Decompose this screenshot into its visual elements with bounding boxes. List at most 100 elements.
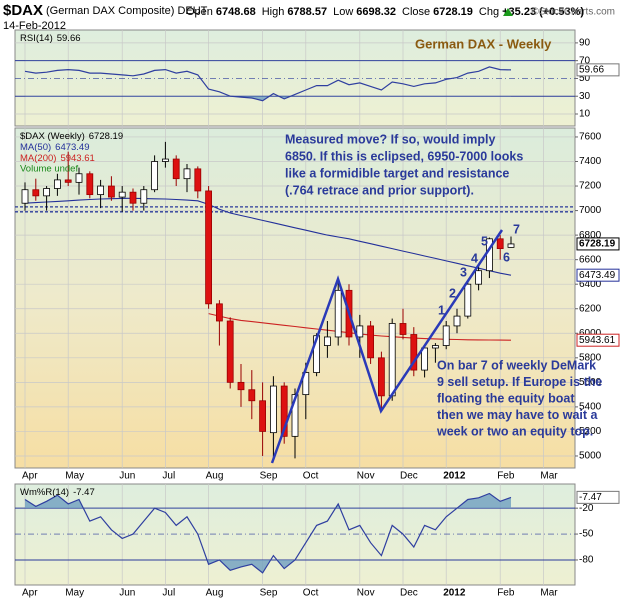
value-box-label: 6728.19: [579, 239, 616, 250]
x-tick-label: Oct: [303, 588, 319, 599]
x-tick-label: Jul: [162, 588, 175, 599]
panels: 90 70 50 30 10 RSI(14) 59.66 59.66 German DAX - …: [14, 29, 620, 586]
y-tick-label: 6000: [579, 328, 602, 339]
legend-entry: MA(200) 5943.61: [20, 153, 95, 164]
setup-count: 1: [438, 303, 445, 317]
candle-body: [334, 289, 342, 338]
y-tick-label: 5200: [579, 426, 602, 437]
y-tick-label: 70: [579, 55, 591, 66]
candle-body: [269, 385, 277, 434]
x-tick-label: Sep: [260, 588, 278, 599]
value-box: [576, 237, 620, 251]
candle-body: [421, 347, 429, 371]
x-tick-label: Aug: [206, 588, 224, 599]
header-title: $DAX (German DAX Composite) DEUT: [3, 2, 208, 19]
legend-entry: Volume undef: [20, 164, 78, 175]
setup-count: 3: [460, 265, 467, 279]
y-tick-label: 6400: [579, 279, 602, 290]
candle-body: [410, 334, 418, 371]
legend-entry: MA(50) 6473.49: [20, 142, 90, 153]
candle-body: [183, 168, 191, 180]
legend-entry-part: -7.47: [73, 487, 95, 498]
x-tick-label: Nov: [357, 471, 375, 482]
watermark: ©StockCharts.com: [531, 7, 615, 18]
candle-body: [399, 323, 407, 335]
value-box: [576, 490, 620, 504]
header-date: 14-Feb-2012: [3, 20, 66, 32]
candle-body: [496, 238, 504, 250]
quote-value: 6788.57: [287, 6, 327, 18]
candle-body: [302, 372, 310, 396]
annotation-line: (.764 retrace and prior support).: [285, 183, 474, 197]
quote-value: 6748.68: [216, 6, 256, 18]
candle-body: [237, 381, 245, 391]
oversold-fill: [25, 559, 511, 573]
setup-count: 6: [503, 250, 510, 264]
quote-label: Open: [186, 6, 213, 18]
quote-label: Close: [402, 6, 430, 18]
setup-count: 4: [471, 251, 478, 265]
candle-body: [367, 325, 375, 359]
value-box: [576, 268, 620, 282]
value-box: [576, 333, 620, 347]
candle-body: [86, 173, 94, 196]
y-tick-label: 7200: [579, 181, 602, 192]
y-tick-label: 6600: [579, 254, 602, 265]
panel-content: [15, 484, 575, 585]
legend-entry: $DAX (Weekly) 6728.19: [20, 131, 123, 142]
legend-entry-part: 6473.49: [55, 142, 89, 153]
candle-body: [226, 320, 234, 383]
candle-body: [431, 345, 439, 349]
x-tick-label: Sep: [260, 471, 278, 482]
legend-entry-part: 6728.19: [89, 131, 123, 142]
value-box-label: 6473.49: [579, 270, 616, 281]
x-tick-label: 2012: [443, 588, 466, 599]
y-tick-label: -50: [579, 529, 594, 540]
candle-body: [43, 188, 50, 197]
y-tick-label: 7000: [579, 205, 602, 216]
candle-body: [464, 283, 472, 317]
y-tick-label: 90: [579, 38, 591, 49]
x-tick-label: Jun: [119, 471, 135, 482]
legend-entry-part: 5943.61: [60, 153, 94, 164]
value-box-label: -7.47: [579, 492, 602, 503]
setup-count: 2: [449, 286, 456, 300]
candle-body: [377, 357, 385, 397]
y-tick-label: 30: [579, 91, 591, 102]
overbought-fill: [25, 493, 511, 509]
candle-body: [475, 270, 483, 285]
candle-body: [323, 336, 331, 346]
quote-value: 6698.32: [356, 6, 396, 18]
candle-body: [97, 185, 104, 196]
candle-body: [54, 179, 61, 189]
legend-entry: Wm%R(14) -7.47: [20, 487, 95, 498]
quote-label: Chg: [479, 6, 499, 18]
x-tick-label: 2012: [443, 471, 466, 482]
x-tick-label: Feb: [497, 588, 515, 599]
candle-body: [453, 315, 461, 327]
candle-body: [248, 389, 256, 402]
candle-body: [280, 385, 288, 437]
measured-move-zigzag: [270, 229, 504, 464]
legend-entry-part: Wm%R(14): [20, 487, 69, 498]
y-tick-label: 7600: [579, 132, 602, 143]
candle-body: [151, 161, 159, 191]
panel-background: [14, 29, 576, 127]
annotation-line: Measured move? If so, would imply: [285, 132, 496, 146]
x-tick-label: Feb: [497, 471, 515, 482]
legend-entry-part: 59.66: [57, 33, 81, 44]
annotation-line: 6850. If this is eclipsed, 6950-7000 loo…: [285, 149, 523, 163]
y-tick-label: 6200: [579, 303, 602, 314]
symbol-name: (German DAX Composite) DEUT: [46, 5, 208, 17]
candle-body: [259, 400, 267, 432]
quote-value: +35.23 (+0.53%): [502, 6, 584, 18]
legend-entry: RSI(14) 59.66: [20, 33, 81, 44]
quote-label: High: [262, 6, 285, 18]
moving-average: [24, 197, 512, 276]
panel-content: [15, 128, 575, 468]
y-tick-label: 7400: [579, 156, 602, 167]
candle-body: [108, 185, 115, 198]
value-box-label: 59.66: [579, 64, 604, 75]
x-tick-label: Jul: [162, 471, 175, 482]
